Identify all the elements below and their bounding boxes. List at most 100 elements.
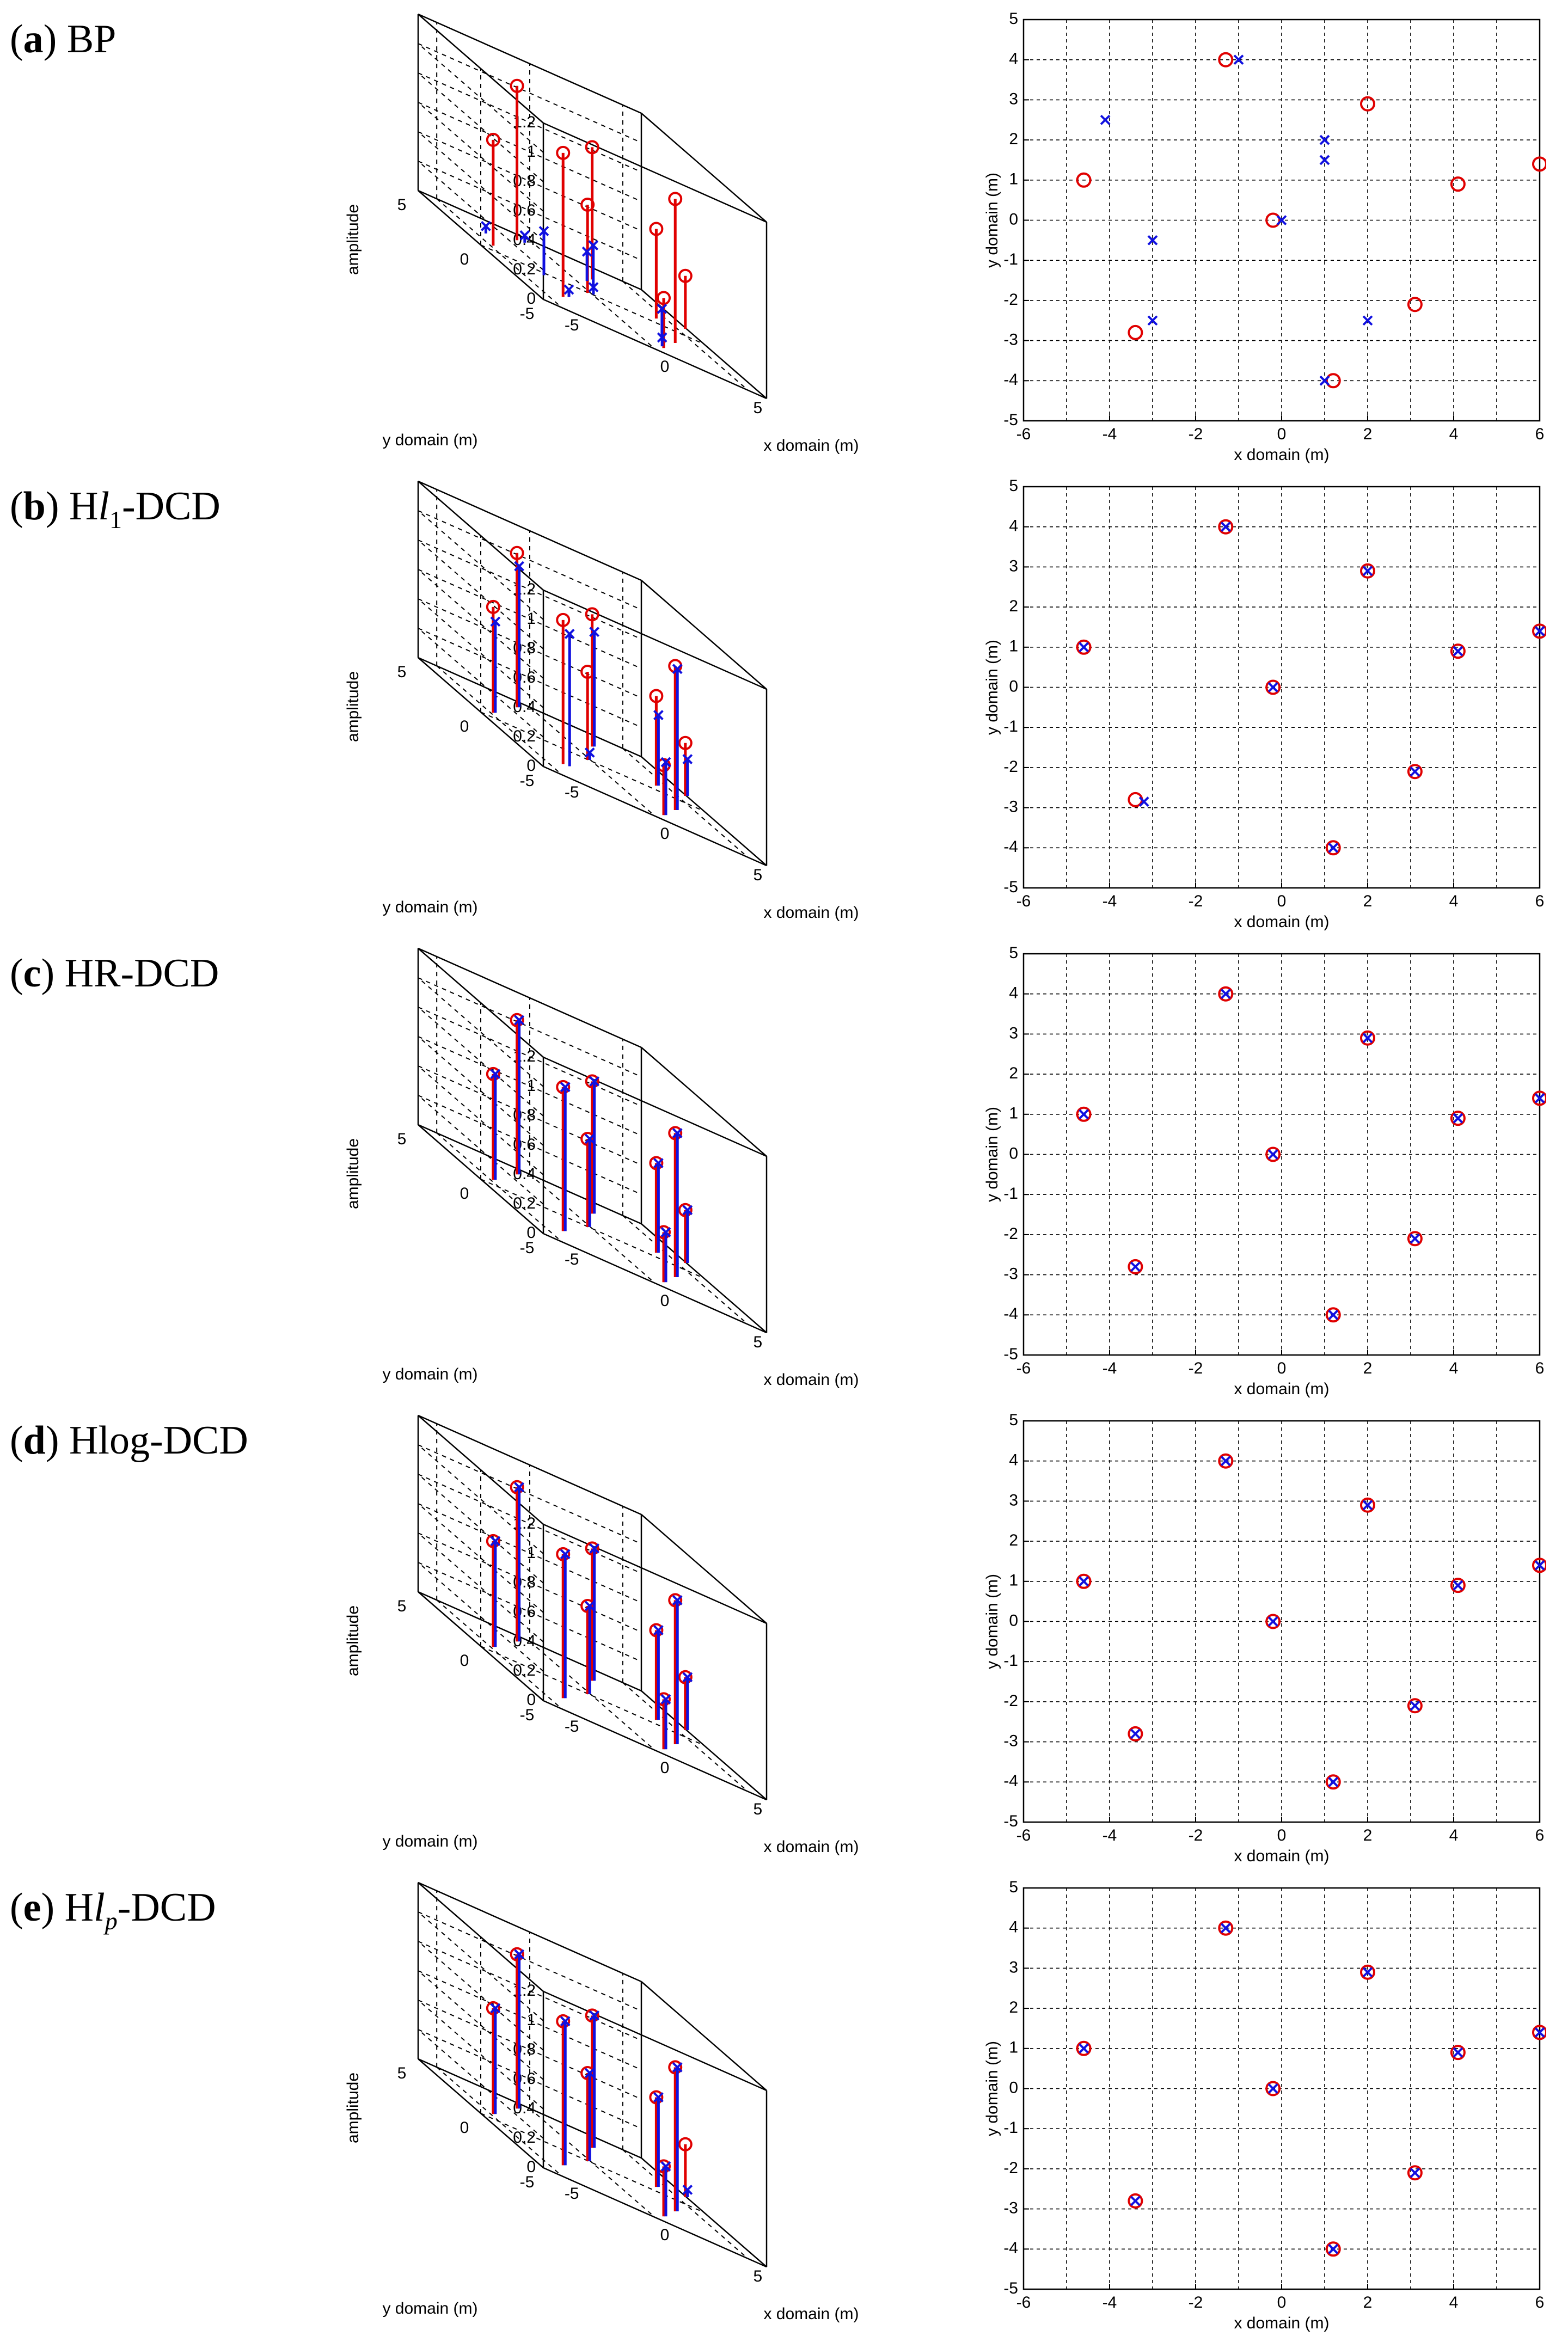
scatter-marker-circle (1360, 1964, 1375, 1980)
z-tick-label: 0 (526, 2158, 536, 2176)
stem-marker-cross (682, 1672, 693, 1683)
stem-marker-cross (660, 1227, 671, 1237)
scatter-marker-cross (1079, 1576, 1089, 1587)
wall-grid-z (418, 43, 544, 153)
box-edge (641, 1690, 767, 1800)
panel-label: (e) Hlp-DCD (10, 1885, 216, 1935)
cross-stroke (490, 1536, 501, 1547)
stem-marker-circle (668, 1593, 683, 1608)
y-tick-label: -1 (1003, 250, 1018, 268)
wall-grid-z (418, 131, 544, 241)
box-edge (418, 1591, 642, 1692)
cross-stroke (1220, 522, 1231, 532)
stem-marker-circle (556, 1547, 571, 1561)
x-tick-label: -2 (1189, 892, 1203, 910)
cross-stroke (1220, 1923, 1231, 1934)
cross-stroke (1453, 1580, 1463, 1591)
x-tick-label: -4 (1102, 2294, 1117, 2312)
scatter-marker-cross (1220, 1456, 1231, 1467)
box-edge (418, 189, 642, 291)
wall-grid-z (418, 1970, 544, 2080)
scatter-marker-circle (1450, 2045, 1466, 2061)
stem-marker-cross (653, 2092, 664, 2102)
label-method-suffix: -DCD (121, 484, 220, 529)
y-tick-label: 0 (1009, 1611, 1018, 1629)
cross-stroke (1079, 1109, 1089, 1120)
y-tick-label: -1 (1003, 1652, 1018, 1670)
wall-grid-z (418, 161, 544, 271)
stem-marker-circle (486, 599, 500, 614)
stem-marker-cross (564, 629, 575, 639)
stem-marker-cross (519, 230, 530, 241)
x-tick-label: -5 (565, 783, 579, 801)
x-tick-label: 2 (1363, 892, 1373, 910)
scatter-marker-cross (1319, 375, 1330, 386)
y-tick-label: 5 (1009, 944, 1018, 962)
cross-stroke (653, 1625, 664, 1635)
scatter-marker-circle (1218, 1453, 1234, 1469)
scatter-marker-circle (1128, 2193, 1143, 2209)
x-tick-label: 0 (1277, 1826, 1287, 1844)
wall-grid-z (418, 510, 544, 620)
cross-stroke (653, 1158, 664, 1168)
wall-grid-z (418, 43, 642, 143)
scatter-marker-cross (1319, 155, 1330, 165)
wall-grid-z (418, 1911, 544, 2021)
label-close-paren: ) (41, 951, 65, 996)
scatter-marker-cross (1220, 522, 1231, 532)
cross-stroke (1079, 2043, 1089, 2054)
cross-stroke (1267, 2083, 1278, 2094)
scatter-marker-cross (1267, 2083, 1278, 2094)
x-tick-label: -6 (1016, 1826, 1031, 1844)
wall-grid-z (418, 977, 642, 1077)
stem-marker-cross (584, 1133, 595, 1144)
wall-grid-z (418, 1007, 544, 1117)
stem-marker-circle (649, 1623, 664, 1638)
stem-marker-cross (682, 754, 693, 764)
wall-grid-z (418, 510, 642, 610)
wall-grid-z (418, 2000, 544, 2110)
panel-row-a: (a) BP1.210.80.60.40.2050-5-505amplitude… (0, 0, 1568, 467)
scatter-marker-circle (1325, 373, 1341, 389)
cross-stroke (538, 226, 549, 236)
cross-stroke (1534, 1093, 1545, 1103)
scatter-marker-circle (1265, 212, 1281, 228)
z-axis-label: amplitude (344, 1138, 362, 1209)
scatter-plot-2d: -6 -4 -2 0 2 4 6 5 4 3 2 1 0 -1 -2 -3 -4 -5 x domain (m) y … (983, 10, 1546, 464)
cross-stroke (1147, 235, 1158, 246)
y-tick-label: 0 (460, 1185, 469, 1203)
floor-grid-x (622, 281, 749, 391)
cross-stroke (657, 303, 667, 314)
x-tick-label: 0 (660, 2226, 670, 2244)
y-tick-label: 2 (1009, 1998, 1018, 2016)
scatter-marker-cross (1410, 766, 1420, 777)
scatter-marker-circle (1128, 324, 1143, 340)
scatter-marker-cross (1100, 114, 1111, 125)
wall-grid-z (418, 1562, 544, 1672)
stem-marker-circle (585, 1074, 599, 1089)
cross-stroke (1267, 1616, 1278, 1627)
x-tick-label: 2 (1363, 1826, 1373, 1844)
z-tick-label: 0 (526, 1691, 536, 1709)
stem-marker-cross (490, 2003, 501, 2014)
cross-stroke (584, 747, 595, 758)
label-open-paren: ( (10, 484, 23, 529)
scatter-marker-cross (1130, 1728, 1141, 1739)
floor-grid-x (622, 1682, 749, 1792)
stem-marker-cross (514, 1482, 524, 1493)
y-tick-label: 5 (1009, 10, 1018, 28)
cross-stroke (682, 754, 693, 764)
x-axis-label: x domain (m) (763, 437, 859, 455)
scatter-marker-cross (1138, 796, 1149, 807)
scatter-marker-circle (1218, 986, 1234, 1002)
wall-grid-z (418, 598, 642, 698)
cross-stroke (1100, 114, 1111, 125)
wall-grid-z (418, 1065, 642, 1166)
scatter-marker-circle (1128, 1726, 1143, 1742)
wall-grid-z (418, 569, 544, 679)
stem-marker-circle (668, 192, 683, 206)
x-tick-label: -6 (1016, 425, 1031, 443)
panel-label: (d) Hlog-DCD (10, 1418, 248, 1468)
scatter-marker-cross (1362, 315, 1373, 326)
x-tick-label: -2 (1189, 1359, 1203, 1377)
